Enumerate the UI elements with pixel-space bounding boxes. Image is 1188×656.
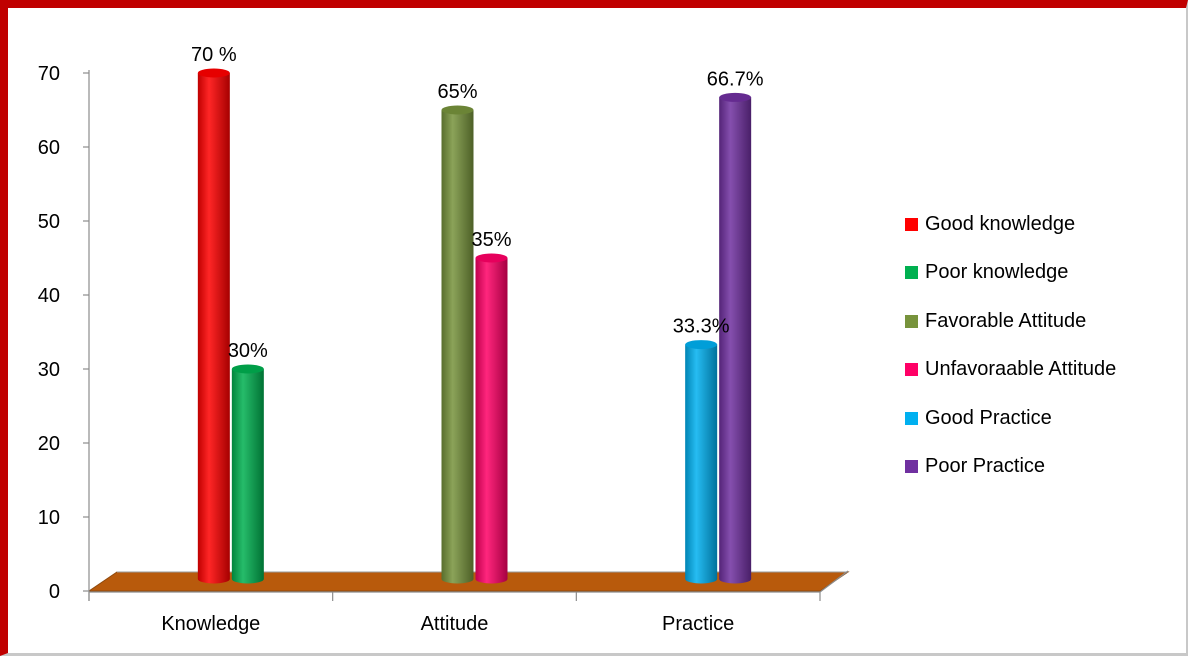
legend-label: Poor knowledge <box>925 261 1069 284</box>
data-label-good-practice: 33.3% <box>673 316 730 338</box>
legend: Good knowledge Poor knowledge Favorable At… <box>905 200 1185 491</box>
legend-item-good-practice: Good Practice <box>905 394 1185 443</box>
legend-swatch <box>905 266 918 280</box>
legend-swatch <box>905 363 918 377</box>
data-label-unfavoraable-attitude: 35% <box>471 229 511 251</box>
bar-good-knowledge <box>197 68 230 584</box>
legend-label: Poor Practice <box>925 455 1046 478</box>
x-tick-label-attitude: Attitude <box>421 613 489 635</box>
legend-label: Unfavoraable Attitude <box>925 358 1117 381</box>
legend-label: Favorable Attitude <box>925 309 1087 332</box>
legend-item-unfavoraable-attitude: Unfavoraable Attitude <box>905 346 1185 395</box>
bar-cap-unfavoraable-attitude <box>475 253 508 263</box>
bar-cap-poor-knowledge <box>231 364 264 374</box>
bar-poor-knowledge <box>231 364 264 584</box>
x-axis-depth-line <box>819 570 849 593</box>
data-labels: 70 % 30% 65% 35% 33.3% 66.7% <box>191 44 764 362</box>
legend-item-poor-practice: Poor Practice <box>905 443 1185 492</box>
bar-cap-good-practice <box>685 340 718 350</box>
y-tick-label: 60 <box>38 137 60 159</box>
legend-label: Good knowledge <box>925 212 1076 235</box>
bar-body-good-knowledge <box>197 73 230 584</box>
bar-cap-good-knowledge <box>197 68 230 78</box>
y-tick-label: 40 <box>38 285 60 307</box>
legend-swatch <box>905 314 918 328</box>
legend-item-good-knowledge: Good knowledge <box>905 200 1185 249</box>
bar-body-poor-practice <box>719 97 752 584</box>
bar-unfavoraable-attitude <box>475 253 508 584</box>
bar-poor-practice <box>719 92 752 584</box>
bar-good-practice <box>685 340 718 584</box>
data-label-favorable-attitude: 65% <box>437 81 477 103</box>
y-tick-label: 50 <box>38 211 60 233</box>
legend-swatch <box>905 411 918 425</box>
bar-body-favorable-attitude <box>441 110 474 584</box>
bar-cap-poor-practice <box>719 92 752 102</box>
legend-label: Good Practice <box>925 406 1052 429</box>
y-tick-label: 30 <box>38 359 60 381</box>
axes: 0 10 20 30 40 50 60 70 Knowledge Attitude Practice <box>38 63 849 635</box>
bars <box>197 68 752 584</box>
bar-body-good-practice <box>685 344 718 584</box>
legend-swatch <box>905 217 918 231</box>
y-tick-label: 10 <box>38 507 60 529</box>
bar-cap-favorable-attitude <box>441 105 474 115</box>
legend-swatch <box>905 460 918 474</box>
y-tick-label: 20 <box>38 433 60 455</box>
bar-body-unfavoraable-attitude <box>475 258 508 584</box>
y-tick-label: 70 <box>38 63 60 85</box>
bar-body-poor-knowledge <box>231 369 264 584</box>
x-tick-label-practice: Practice <box>662 613 734 635</box>
data-label-poor-knowledge: 30% <box>228 340 268 362</box>
data-label-good-knowledge: 70 % <box>191 44 237 66</box>
y-tick-label: 0 <box>49 581 60 603</box>
data-label-poor-practice: 66.7% <box>707 68 764 90</box>
legend-item-poor-knowledge: Poor knowledge <box>905 249 1185 298</box>
x-tick-label-knowledge: Knowledge <box>161 613 260 635</box>
legend-item-favorable-attitude: Favorable Attitude <box>905 297 1185 346</box>
bar-favorable-attitude <box>441 105 474 584</box>
